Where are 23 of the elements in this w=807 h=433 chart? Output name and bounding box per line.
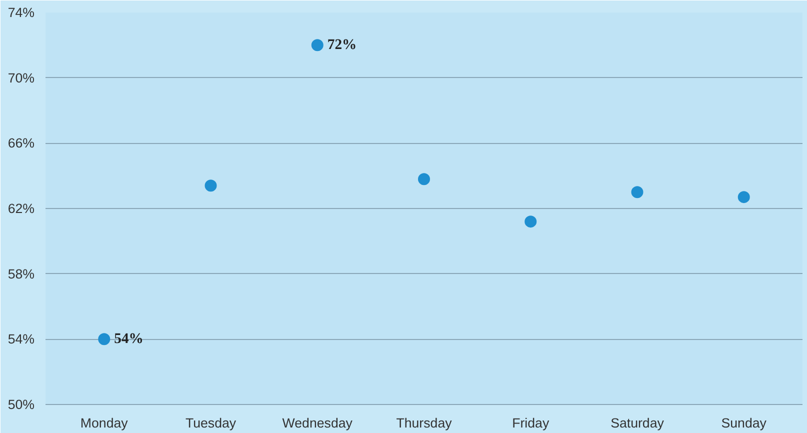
y-tick-label: 50% (8, 397, 35, 412)
point (418, 173, 430, 186)
y-tick-label: 58% (8, 266, 35, 282)
x-tick-label: Tuesday (185, 416, 236, 430)
data-label: 72% (327, 37, 357, 54)
y-tick-label: 62% (8, 201, 35, 216)
y-tick-label: 66% (8, 136, 35, 151)
point (311, 39, 324, 52)
point (98, 333, 110, 346)
data-label: 54% (114, 331, 144, 348)
x-tick-label: Wednesday (282, 416, 353, 430)
x-tick-label: Friday (512, 416, 550, 430)
point (524, 216, 537, 228)
y-tick-label: 74% (8, 5, 35, 20)
y-tick-label: 54% (8, 332, 35, 347)
point (631, 186, 644, 198)
x-tick-label: Sunday (721, 416, 767, 430)
point (738, 191, 750, 204)
x-tick-label: Thursday (396, 416, 452, 430)
y-tick-label: 70% (8, 70, 35, 86)
x-tick-label: Monday (80, 416, 128, 430)
point (204, 180, 217, 192)
x-tick-label: Saturday (610, 416, 664, 430)
